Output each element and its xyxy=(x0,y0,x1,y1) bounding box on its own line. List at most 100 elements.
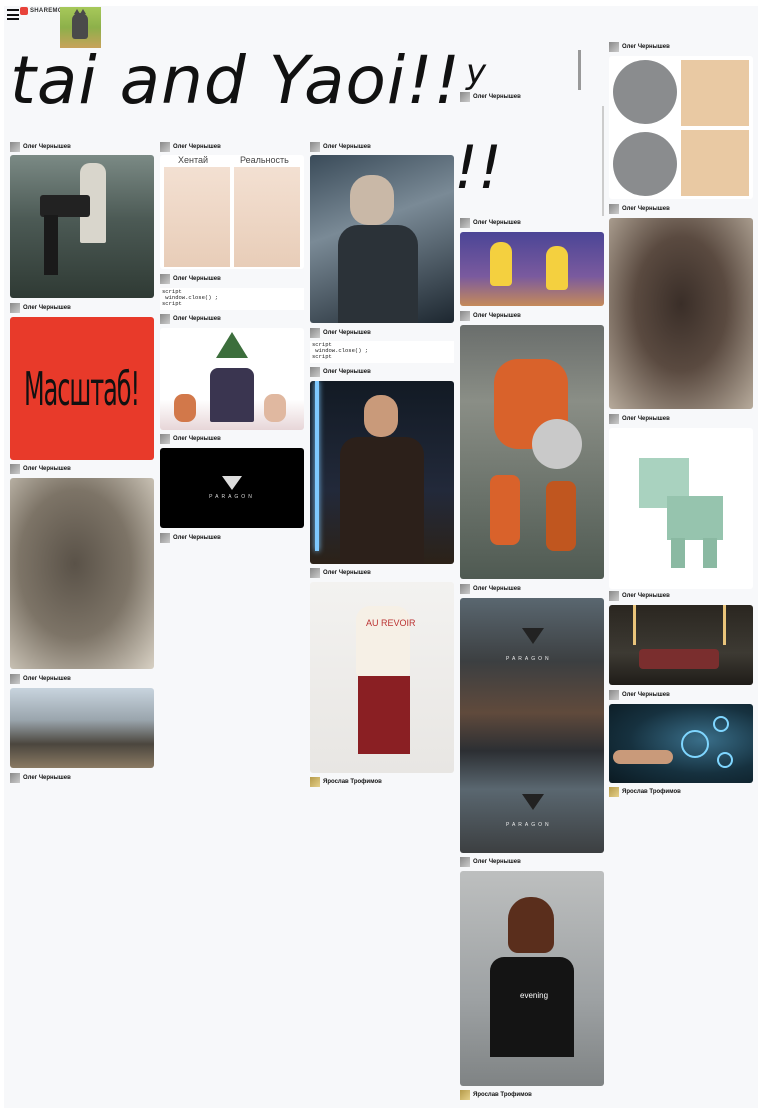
card-author[interactable]: Ярослав Трофимов xyxy=(310,776,382,788)
post-image-stage[interactable] xyxy=(609,605,753,685)
card-author[interactable]: Олег Чернышев xyxy=(10,141,71,153)
card-author[interactable]: Олег Чернышев xyxy=(310,567,371,579)
card-author[interactable]: Олег Чернышев xyxy=(310,327,371,339)
card-author[interactable]: Олег Чернышев xyxy=(10,772,71,784)
card-author[interactable]: Олег Чернышев xyxy=(10,463,71,475)
post-image-girl[interactable]: evening xyxy=(460,871,604,1086)
author-name: Олег Чернышев xyxy=(23,676,71,682)
card-author[interactable]: Олег Чернышев xyxy=(609,203,670,215)
author-name: Олег Чернышев xyxy=(323,144,371,150)
author-name: Олег Чернышев xyxy=(622,416,670,422)
author-name: Олег Чернышев xyxy=(23,144,71,150)
card-author[interactable]: Олег Чернышев xyxy=(160,313,221,325)
author-avatar xyxy=(160,314,170,324)
banner-divider xyxy=(602,106,604,216)
author-name: Олег Чернышев xyxy=(622,206,670,212)
author-avatar xyxy=(10,773,20,783)
author-avatar xyxy=(310,142,320,152)
author-avatar xyxy=(160,274,170,284)
author-name: Олег Чернышев xyxy=(473,313,521,319)
author-name: Олег Чернышев xyxy=(173,144,221,150)
post-image-fashion[interactable]: AU REVOIR xyxy=(310,582,454,773)
author-avatar xyxy=(460,311,470,321)
author-avatar xyxy=(609,204,619,214)
author-name: Ярослав Трофимов xyxy=(622,789,681,795)
card-author[interactable]: Олег Чернышев xyxy=(609,413,670,425)
card-author[interactable]: Олег Чернышев xyxy=(609,689,670,701)
logo[interactable]: SHAREMO xyxy=(20,7,63,15)
post-image-paragon[interactable]: PARAGON xyxy=(160,448,304,528)
paragon-logo-icon xyxy=(222,476,242,490)
logo-text: SHAREMO xyxy=(30,8,63,14)
post-image-hentai-vs-reality[interactable]: Хентай Реальность xyxy=(160,155,304,269)
post-image-watch-meme[interactable] xyxy=(609,56,753,199)
author-avatar xyxy=(160,142,170,152)
post-image-plaque[interactable] xyxy=(10,478,154,669)
card-author[interactable]: Олег Чернышев xyxy=(460,217,521,229)
post-image-witch-cartoon[interactable] xyxy=(160,328,304,430)
code-snippet: script window.close() ; script xyxy=(310,341,454,363)
author-name: Олег Чернышев xyxy=(622,692,670,698)
logo-mark-icon xyxy=(20,7,28,15)
author-avatar xyxy=(310,568,320,578)
author-avatar xyxy=(310,777,320,787)
card-author[interactable]: Ярослав Трофимов xyxy=(460,1089,532,1101)
post-image-scifi-woman[interactable] xyxy=(310,155,454,323)
author-avatar xyxy=(310,367,320,377)
post-image-paragon-collage[interactable]: PARAGON PARAGON xyxy=(460,598,604,853)
code-snippet: script window.close() ; script xyxy=(160,288,304,310)
author-avatar xyxy=(10,464,20,474)
card-author[interactable]: Олег Чернышев xyxy=(609,590,670,602)
card-author[interactable]: Олег Чернышев xyxy=(460,583,521,595)
banner-fragment: y xyxy=(466,52,487,92)
author-avatar xyxy=(609,414,619,424)
card-author[interactable]: Олег Чернышев xyxy=(310,366,371,378)
author-name: Олег Чернышев xyxy=(323,369,371,375)
card-author[interactable]: Ярослав Трофимов xyxy=(609,786,681,798)
card-author[interactable]: Олег Чернышев xyxy=(609,41,670,53)
card-author[interactable]: Олег Чернышев xyxy=(160,273,221,285)
author-avatar xyxy=(160,434,170,444)
author-name: Олег Чернышев xyxy=(323,570,371,576)
author-avatar xyxy=(10,142,20,152)
author-name: Олег Чернышев xyxy=(473,220,521,226)
hentai-label: Хентай xyxy=(178,155,209,165)
card-author[interactable]: Олег Чернышев xyxy=(460,91,521,103)
hamburger-menu-icon[interactable] xyxy=(7,9,19,20)
post-image-metal-plate[interactable] xyxy=(609,218,753,409)
author-avatar xyxy=(160,533,170,543)
card-author[interactable]: Олег Чернышев xyxy=(10,673,71,685)
author-avatar xyxy=(460,857,470,867)
cat-avatar-icon xyxy=(72,9,88,39)
post-image-mashtab[interactable]: Масштаб! xyxy=(10,317,154,460)
user-avatar[interactable] xyxy=(60,7,101,48)
author-name: Олег Чернышев xyxy=(622,593,670,599)
paragon-logo-icon xyxy=(522,628,544,644)
author-name: Олег Чернышев xyxy=(473,859,521,865)
shirt-text: evening xyxy=(520,991,549,1000)
page-frame: SHAREMO tai and Yaoi!! !! y Олег Черныше… xyxy=(4,6,758,1108)
author-name: Олег Чернышев xyxy=(23,466,71,472)
post-image-technology[interactable] xyxy=(609,704,753,783)
card-author[interactable]: Олег Чернышев xyxy=(160,532,221,544)
post-image-landing[interactable] xyxy=(10,688,154,768)
card-author[interactable]: Олег Чернышев xyxy=(160,433,221,445)
author-avatar xyxy=(10,674,20,684)
author-name: Олег Чернышев xyxy=(473,586,521,592)
author-name: Олег Чернышев xyxy=(23,305,71,311)
card-author[interactable]: Олег Чернышев xyxy=(10,302,71,314)
card-author[interactable]: Олег Чернышев xyxy=(160,141,221,153)
author-name: Ярослав Трофимов xyxy=(473,1092,532,1098)
post-image-robot[interactable] xyxy=(460,325,604,579)
banner-text: tai and Yaoi!! xyxy=(10,48,462,119)
post-image-minecraft-sheep[interactable] xyxy=(609,428,753,589)
author-name: Олег Чернышев xyxy=(23,775,71,781)
post-image-matrix[interactable] xyxy=(10,155,154,298)
card-author[interactable]: Олег Чернышев xyxy=(460,856,521,868)
card-author[interactable]: Олег Чернышев xyxy=(460,310,521,322)
author-name: Ярослав Трофимов xyxy=(323,779,382,785)
author-avatar xyxy=(460,92,470,102)
post-image-simpsons[interactable] xyxy=(460,232,604,306)
post-image-jedi[interactable] xyxy=(310,381,454,564)
card-author[interactable]: Олег Чернышев xyxy=(310,141,371,153)
